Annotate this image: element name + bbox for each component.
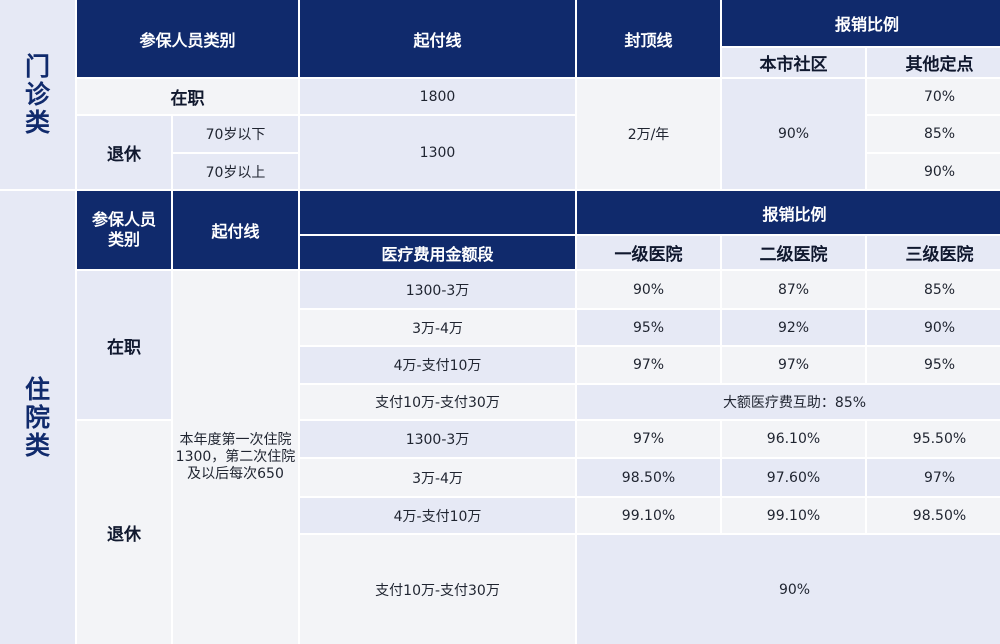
- employed-band-1-level3: 85%: [867, 271, 1000, 308]
- retired-band-2-level3: 97%: [867, 459, 1000, 496]
- outpatient-section-label: 门诊类: [0, 0, 75, 189]
- outpatient-retired-label: 退休: [77, 116, 171, 189]
- inpatient-deductible-note: 本年度第一次住院1300，第二次住院及以后每次650: [173, 271, 298, 644]
- retired-band-1-level1: 97%: [577, 421, 720, 457]
- retired-band-2-level1: 98.50%: [577, 459, 720, 496]
- other-designated-header: 其他定点: [867, 48, 1000, 77]
- inpatient-deductible-header: 起付线: [173, 191, 298, 269]
- retired-band-3-level3: 98.50%: [867, 498, 1000, 533]
- retired-band-3-level2: 99.10%: [722, 498, 865, 533]
- inpatient-reimbursement-header: 报销比例: [577, 191, 1000, 234]
- inpatient-category-header: 参保人员类别: [77, 191, 171, 269]
- retired-big-band: 支付10万-支付30万: [300, 535, 575, 644]
- retired-over-70-rate: 90%: [867, 154, 1000, 189]
- employed-band-3-level1: 97%: [577, 347, 720, 383]
- employed-big-band-rate: 大额医疗费互助：85%: [577, 385, 1000, 419]
- employed-band-3-level2: 97%: [722, 347, 865, 383]
- inpatient-header-spacer: [300, 191, 575, 234]
- employed-band-2-level1: 95%: [577, 310, 720, 345]
- outpatient-retired-deductible: 1300: [300, 116, 575, 189]
- retired-band-1-level3: 95.50%: [867, 421, 1000, 457]
- retired-band-1-level2: 96.10%: [722, 421, 865, 457]
- retired-big-band-rate: 90%: [577, 535, 1000, 644]
- retired-band-1: 1300-3万: [300, 421, 575, 457]
- retired-band-2-level2: 97.60%: [722, 459, 865, 496]
- employed-band-3: 4万-支付10万: [300, 347, 575, 383]
- retired-under-70-label: 70岁以下: [173, 116, 298, 152]
- employed-big-band: 支付10万-支付30万: [300, 385, 575, 419]
- outpatient-deductible-header: 起付线: [300, 0, 575, 77]
- level3-hospital-header: 三级医院: [867, 236, 1000, 269]
- employed-band-2-level2: 92%: [722, 310, 865, 345]
- inpatient-section-label: 住院类: [0, 191, 75, 644]
- level1-hospital-header: 一级医院: [577, 236, 720, 269]
- outpatient-category-header: 参保人员类别: [77, 0, 298, 77]
- retired-under-70-rate: 85%: [867, 116, 1000, 152]
- outpatient-community-rate: 90%: [722, 79, 865, 189]
- retired-band-3: 4万-支付10万: [300, 498, 575, 533]
- inpatient-retired-label: 退休: [77, 421, 171, 644]
- local-community-header: 本市社区: [722, 48, 865, 77]
- employed-band-1-level2: 87%: [722, 271, 865, 308]
- outpatient-reimbursement-header: 报销比例: [722, 0, 1000, 46]
- level2-hospital-header: 二级医院: [722, 236, 865, 269]
- employed-band-1-level1: 90%: [577, 271, 720, 308]
- employed-band-3-level3: 95%: [867, 347, 1000, 383]
- outpatient-cap-value: 2万/年: [577, 79, 720, 189]
- employed-band-2: 3万-4万: [300, 310, 575, 345]
- inpatient-employed-label: 在职: [77, 271, 171, 419]
- retired-band-2: 3万-4万: [300, 459, 575, 496]
- employed-band-2-level3: 90%: [867, 310, 1000, 345]
- outpatient-employed-label: 在职: [77, 79, 298, 114]
- retired-over-70-label: 70岁以上: [173, 154, 298, 189]
- outpatient-employed-deductible: 1800: [300, 79, 575, 114]
- employed-band-1: 1300-3万: [300, 271, 575, 308]
- cost-band-header: 医疗费用金额段: [300, 236, 575, 269]
- retired-band-3-level1: 99.10%: [577, 498, 720, 533]
- outpatient-employed-other-rate: 70%: [867, 79, 1000, 114]
- outpatient-cap-header: 封顶线: [577, 0, 720, 77]
